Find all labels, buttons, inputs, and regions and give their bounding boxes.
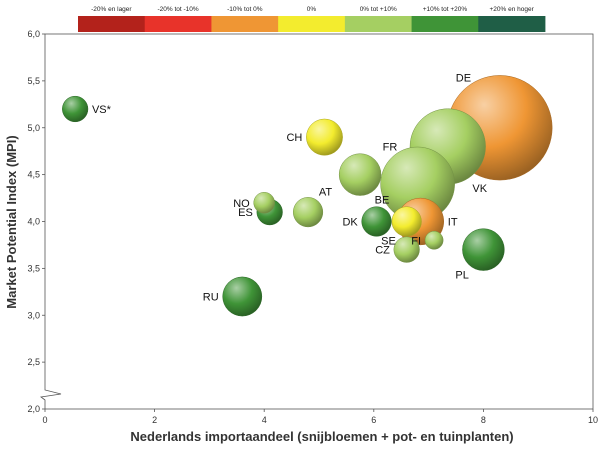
y-tick-label: 6,0 [27,29,40,39]
bubble-fi [424,230,444,250]
legend-swatch [278,16,346,32]
point-label-pl: PL [455,270,468,282]
bubble-be [338,153,382,196]
point-label-at: AT [319,186,333,198]
bubble-dk [361,206,392,237]
point-label-be: BE [375,195,390,207]
y-tick-label: 3,0 [27,310,40,320]
axis-break-gap [42,384,48,404]
bubble-vs [62,95,89,123]
point-labels: VS* DE CH VK FR BE NO AT ES DK SE IT FI CZ PL RU [92,72,488,303]
legend-swatch [478,16,546,32]
legend-swatch [344,16,412,32]
point-label-se: SE [381,235,396,247]
y-tick-label: 2,0 [27,404,40,414]
legend-label: 0% tot +10% [360,6,397,13]
x-axis-title: Nederlands importaandeel (snijbloemen + … [130,429,513,444]
point-label-ch: CH [286,132,302,144]
bubbles [62,75,553,317]
point-label-no: NO [233,198,250,210]
legend-label: -20% en lager [91,6,132,13]
bubble-ru [222,276,263,317]
point-label-cz: CZ [375,245,390,257]
x-tick-label: 6 [371,415,376,425]
point-label-ru: RU [203,292,219,304]
legend-label: -20% tot -10% [157,6,198,13]
bubble-pl [462,228,505,271]
y-tick-label: 3,5 [27,263,40,273]
y-tick-label: 5,0 [27,123,40,133]
point-label-vk: VK [472,183,487,195]
legend-swatch [411,16,479,32]
y-tick-label: 4,5 [27,170,40,180]
x-tick-label: 2 [152,415,157,425]
legend-label: 0% [307,6,317,13]
axes: 0 2 4 6 8 10 2,0 2,5 3,0 3,5 4,0 4,5 5,0 5,5 6,0 [27,29,598,425]
legend-swatch [78,16,146,32]
point-label-dk: DK [342,217,358,229]
point-label-fr: FR [383,142,398,154]
y-tick-label: 2,5 [27,357,40,367]
legend: -20% en lager -20% tot -10% -10% tot 0% 0% 0… [78,6,546,32]
x-tick-label: 10 [588,415,598,425]
y-axis-title: Market Potential Index (MPI) [4,135,19,308]
point-label-es: ES [238,207,253,219]
legend-label: +10% tot +20% [423,6,468,13]
bubble-cz [393,236,420,263]
point-label-de: DE [456,72,471,84]
legend-label: +20% en hoger [490,6,535,13]
y-tick-label: 5,5 [27,76,40,86]
point-label-fi: FI [411,235,421,247]
bubble-at [292,197,324,228]
legend-swatch [144,16,212,32]
legend-swatch [211,16,279,32]
legend-label: -10% tot 0% [227,6,263,13]
axis-break-mark [39,384,62,404]
bubble-ch [306,118,343,156]
bubble-se [391,206,422,237]
bubble-no [253,192,275,214]
point-label-it: IT [448,217,458,229]
y-tick-label: 4,0 [27,217,40,227]
x-tick-label: 4 [262,415,267,425]
point-label-vs: VS* [92,104,112,116]
x-tick-label: 8 [481,415,486,425]
x-tick-label: 0 [42,415,47,425]
